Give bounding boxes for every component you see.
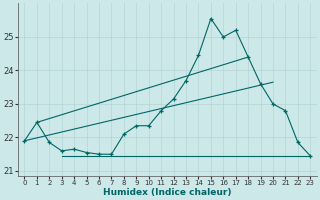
- X-axis label: Humidex (Indice chaleur): Humidex (Indice chaleur): [103, 188, 232, 197]
